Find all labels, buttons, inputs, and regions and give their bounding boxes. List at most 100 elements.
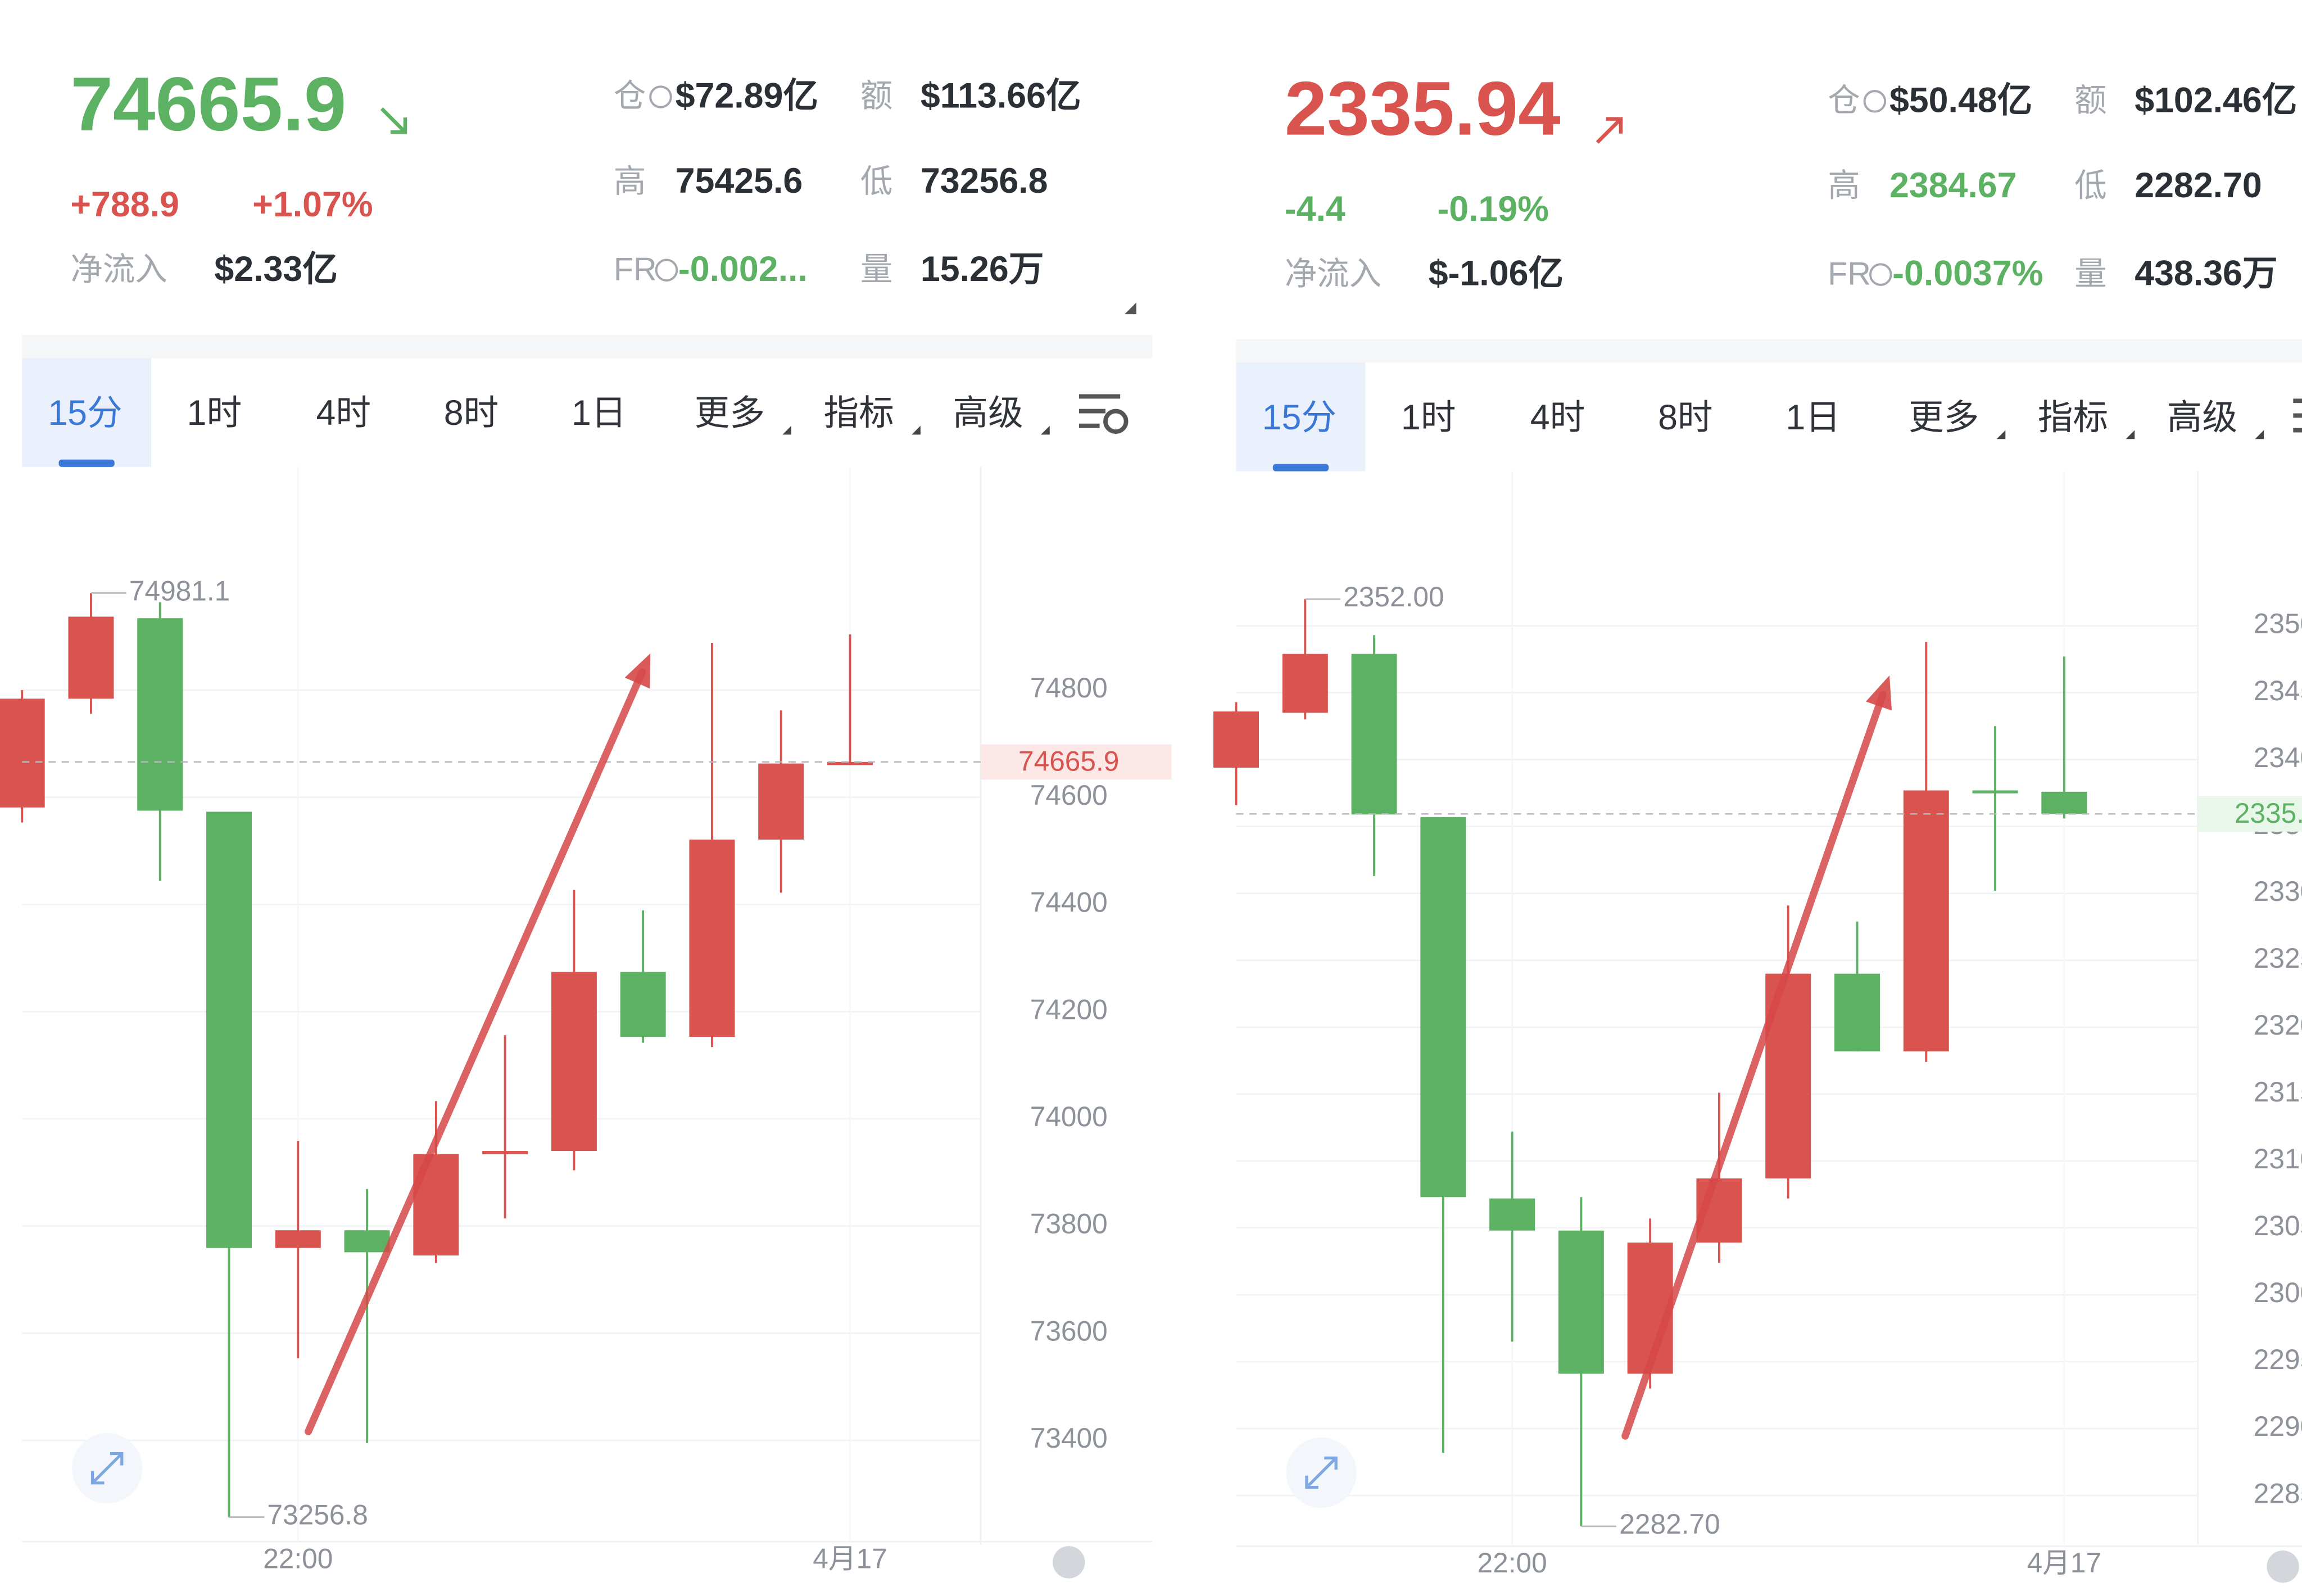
candle-body bbox=[206, 811, 252, 1248]
candle-body bbox=[689, 840, 735, 1037]
dropdown-caret bbox=[782, 425, 791, 435]
y-tick-label: 74400 bbox=[1030, 887, 1108, 918]
tab[interactable]: 1时 bbox=[1401, 398, 1456, 437]
tab[interactable]: 8时 bbox=[444, 393, 499, 433]
stat-label: 低 bbox=[860, 164, 892, 200]
tab[interactable]: 4时 bbox=[316, 393, 371, 433]
k-logo[interactable] bbox=[1052, 1546, 1085, 1579]
stat-label: 量 bbox=[2074, 256, 2106, 292]
expand-icon bbox=[90, 1452, 124, 1485]
stat-value: -0.0037% bbox=[1892, 254, 2043, 293]
candle-body bbox=[0, 699, 45, 808]
annotation-arrow bbox=[1621, 691, 1887, 1440]
y-tick-label: 2345 bbox=[2254, 675, 2302, 706]
inflow-value: $2.33亿 bbox=[214, 250, 338, 289]
max-annotation: 2352.00 bbox=[1343, 581, 1444, 613]
settings-icon-gear[interactable] bbox=[1103, 409, 1129, 434]
tab[interactable]: 指标 bbox=[823, 393, 894, 433]
expand-icon bbox=[1305, 1456, 1338, 1489]
tab[interactable]: 高级 bbox=[2167, 398, 2237, 437]
help-icon[interactable] bbox=[1869, 263, 1892, 286]
k-logo[interactable] bbox=[2267, 1550, 2299, 1583]
stat-label: 额 bbox=[2074, 83, 2106, 119]
candle-body bbox=[275, 1230, 321, 1248]
tab[interactable]: 高级 bbox=[953, 393, 1023, 433]
stat-value: $50.48亿 bbox=[1889, 80, 2032, 120]
candle-body bbox=[1558, 1230, 1604, 1374]
tab[interactable]: 4时 bbox=[1530, 398, 1585, 437]
x-tick-label: 22:00 bbox=[1478, 1547, 1547, 1579]
stat-label: 高 bbox=[614, 164, 646, 200]
dropdown-caret bbox=[912, 425, 921, 435]
y-tick-label: 2285 bbox=[2254, 1477, 2302, 1509]
tab[interactable]: 8时 bbox=[1658, 398, 1713, 437]
y-tick-label: 74600 bbox=[1030, 779, 1108, 811]
tab[interactable]: 15分 bbox=[1262, 398, 1336, 437]
tab[interactable]: 15分 bbox=[48, 393, 122, 433]
stat-label: 量 bbox=[860, 252, 892, 288]
candle-body bbox=[2041, 791, 2087, 814]
max-annotation: 74981.1 bbox=[129, 575, 230, 606]
tab-indicator bbox=[58, 459, 115, 467]
price-change: +788.9 bbox=[70, 185, 179, 224]
stat-value: $72.89亿 bbox=[676, 76, 818, 116]
help-icon[interactable] bbox=[655, 259, 678, 282]
annotation-arrow bbox=[305, 668, 646, 1435]
y-tick-label: 2300 bbox=[2254, 1277, 2302, 1308]
stat-value: 2282.70 bbox=[2135, 166, 2262, 205]
inflow-value: $-1.06亿 bbox=[1429, 254, 1564, 293]
y-tick-label: 74200 bbox=[1030, 994, 1108, 1025]
stat-label: 仓 bbox=[1828, 83, 1860, 119]
y-tick-label: 2330 bbox=[2254, 876, 2302, 907]
y-tick-label: 73400 bbox=[1030, 1422, 1108, 1454]
price-change: -4.4 bbox=[1285, 189, 1345, 229]
help-icon[interactable] bbox=[1863, 90, 1887, 113]
inflow-label: 净流入 bbox=[1285, 256, 1381, 292]
last-price-tag bbox=[2197, 796, 2302, 832]
y-tick-label: 2340 bbox=[2254, 742, 2302, 773]
min-annotation: 73256.8 bbox=[267, 1499, 368, 1531]
stat-value: $113.66亿 bbox=[921, 76, 1081, 116]
x-tick-label: 4月17 bbox=[2027, 1547, 2101, 1579]
trend-icon bbox=[1596, 117, 1623, 144]
y-tick-label: 2290 bbox=[2254, 1411, 2302, 1442]
candle-body bbox=[1282, 654, 1328, 713]
x-tick-label: 4月17 bbox=[813, 1543, 887, 1574]
price-change-pct: -0.19% bbox=[1437, 189, 1549, 229]
y-tick-label: 2320 bbox=[2254, 1009, 2302, 1041]
y-tick-label: 74000 bbox=[1030, 1101, 1108, 1132]
stat-value: 438.36万 bbox=[2135, 254, 2277, 293]
tab[interactable]: 1日 bbox=[572, 393, 627, 433]
stat-label: FR bbox=[614, 252, 657, 288]
candle-body bbox=[1627, 1243, 1673, 1374]
last-price-tag-label: 74665.9 bbox=[1018, 746, 1119, 777]
help-icon[interactable] bbox=[649, 85, 672, 108]
stat-value: 75425.6 bbox=[676, 161, 803, 201]
candle-body bbox=[758, 763, 804, 840]
y-tick-label: 74800 bbox=[1030, 672, 1108, 704]
y-tick-label: 2350 bbox=[2254, 608, 2302, 640]
dropdown-caret bbox=[1041, 425, 1050, 435]
trend-icon bbox=[380, 107, 407, 134]
y-tick-label: 73600 bbox=[1030, 1315, 1108, 1346]
tab[interactable]: 1时 bbox=[187, 393, 242, 433]
settings-icon[interactable] bbox=[2293, 398, 2302, 433]
candle-body bbox=[68, 616, 114, 699]
settings-icon[interactable] bbox=[1079, 394, 1121, 428]
y-tick-label: 2305 bbox=[2254, 1210, 2302, 1241]
stat-value: 73256.8 bbox=[921, 161, 1048, 201]
stat-label: 低 bbox=[2074, 168, 2106, 204]
candle-body bbox=[1903, 790, 1949, 1051]
candle-body bbox=[620, 972, 666, 1037]
tab[interactable]: 更多 bbox=[1909, 398, 1979, 437]
inflow-label: 净流入 bbox=[70, 252, 167, 288]
tab-selected-bg bbox=[1236, 362, 1366, 471]
candle-body bbox=[1834, 973, 1880, 1051]
tab[interactable]: 更多 bbox=[695, 393, 765, 433]
candle-body bbox=[1489, 1198, 1535, 1231]
candle-body bbox=[137, 618, 183, 811]
stat-value: $102.46亿 bbox=[2135, 80, 2297, 120]
tab[interactable]: 1日 bbox=[1786, 398, 1841, 437]
tab[interactable]: 指标 bbox=[2038, 398, 2108, 437]
